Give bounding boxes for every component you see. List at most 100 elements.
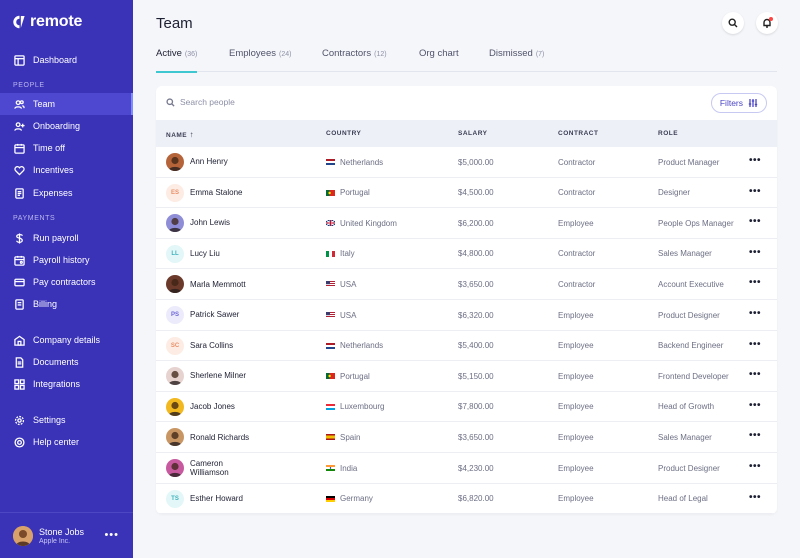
avatar bbox=[166, 153, 184, 171]
us-flag-icon bbox=[326, 312, 335, 318]
contract-cell-text: Employee bbox=[558, 218, 594, 228]
salary-cell: $7,800.00 bbox=[458, 392, 494, 422]
salary-cell-text: $7,800.00 bbox=[458, 402, 494, 412]
table-row[interactable]: SC Sara Collins Netherlands $5,400.00 Employ… bbox=[156, 331, 777, 362]
tab-org-chart[interactable]: Org chart bbox=[419, 48, 459, 72]
table-row[interactable]: LL Lucy Liu Italy $4,800.00 Contractor Sales … bbox=[156, 239, 777, 270]
search-input[interactable] bbox=[180, 97, 340, 107]
row-more-icon[interactable]: ••• bbox=[748, 308, 761, 319]
tab-employees[interactable]: Employees (24) bbox=[229, 48, 291, 72]
table-row[interactable]: John Lewis United Kingdom $6,200.00 Employe… bbox=[156, 208, 777, 239]
sidebar-item-billing[interactable]: Billing bbox=[0, 293, 133, 315]
sidebar-item-integrations[interactable]: Integrations bbox=[0, 373, 133, 395]
row-more-icon[interactable]: ••• bbox=[748, 399, 761, 411]
row-more-icon[interactable]: ••• bbox=[748, 185, 761, 197]
avatar: PS bbox=[166, 306, 184, 324]
gb-flag-icon bbox=[326, 220, 335, 227]
avatar: TS bbox=[166, 489, 184, 508]
row-more-icon[interactable]: ••• bbox=[748, 246, 761, 258]
salary-cell: $3,650.00 bbox=[458, 422, 494, 452]
table-row[interactable]: TS Esther Howard Germany $6,820.00 Employee H… bbox=[156, 484, 777, 514]
role-cell-text: Designer bbox=[658, 188, 691, 198]
avatar bbox=[166, 214, 184, 233]
salary-cell-text: $5,000.00 bbox=[458, 157, 494, 167]
sidebar-item-dashboard[interactable]: Dashboard bbox=[0, 49, 133, 71]
country-cell: India bbox=[326, 453, 357, 483]
role-cell-text: Account Executive bbox=[658, 279, 724, 289]
tab-active[interactable]: Active (36) bbox=[156, 48, 198, 73]
user-more-icon[interactable]: ••• bbox=[104, 529, 119, 541]
salary-cell: $5,400.00 bbox=[458, 331, 494, 361]
role-cell: Sales Manager bbox=[658, 422, 712, 452]
user-profile[interactable]: Stone Jobs Apple Inc. ••• bbox=[0, 512, 133, 558]
notifications-button[interactable] bbox=[756, 12, 778, 34]
row-more-icon[interactable]: ••• bbox=[748, 491, 761, 503]
tab-count: (12) bbox=[374, 51, 387, 58]
column-contract-header[interactable]: CONTRACT bbox=[558, 130, 599, 137]
sidebar-item-settings[interactable]: Settings bbox=[0, 409, 133, 431]
remote-logo-icon bbox=[13, 15, 25, 29]
nl-flag-icon bbox=[326, 342, 335, 349]
sidebar-item-incentives[interactable]: Incentives bbox=[0, 159, 133, 181]
person-name: Cameron Williamson bbox=[190, 453, 250, 483]
contract-cell-text: Employee bbox=[558, 310, 594, 320]
sidebar-item-documents[interactable]: Documents bbox=[0, 351, 133, 373]
table-row[interactable]: Ann Henry Netherlands $5,000.00 Contractor P… bbox=[156, 147, 777, 178]
sidebar-item-team[interactable]: Team bbox=[0, 93, 133, 115]
tab-contractors[interactable]: Contractors (12) bbox=[322, 48, 387, 72]
it-flag-icon bbox=[326, 250, 335, 257]
filters-button[interactable]: Filters bbox=[710, 93, 767, 113]
sidebar-item-pay-contractors[interactable]: Pay contractors bbox=[0, 271, 133, 293]
column-role-header[interactable]: ROLE bbox=[658, 130, 679, 137]
search-icon bbox=[728, 18, 738, 28]
column-name-header[interactable]: NAME ↑ bbox=[166, 130, 194, 139]
country-cell-text: Netherlands bbox=[340, 157, 384, 167]
country-cell: Portugal bbox=[326, 178, 370, 208]
filters-label: Filters bbox=[719, 98, 743, 108]
tab-dismissed[interactable]: Dismissed (7) bbox=[489, 48, 544, 72]
row-more-icon[interactable]: ••• bbox=[748, 430, 761, 442]
layout-icon bbox=[13, 54, 25, 66]
contract-cell: Contractor bbox=[558, 269, 595, 299]
row-more-icon[interactable]: ••• bbox=[748, 461, 761, 472]
sidebar-item-expenses[interactable]: Expenses bbox=[0, 182, 133, 204]
table-row[interactable]: Marla Memmott USA $3,650.00 Contractor Accou… bbox=[156, 269, 777, 300]
search-icon bbox=[166, 97, 175, 107]
table-row[interactable]: PS Patrick Sawer USA $6,320.00 Employee Produ… bbox=[156, 300, 777, 331]
contract-cell: Contractor bbox=[558, 178, 595, 208]
role-cell-text: Product Designer bbox=[658, 463, 720, 473]
sidebar-item-run-payroll[interactable]: Run payroll bbox=[0, 227, 133, 249]
table-row[interactable]: Jacob Jones Luxembourg $7,800.00 Employee He… bbox=[156, 392, 777, 423]
sidebar-item-label: Documents bbox=[33, 357, 79, 367]
table-row[interactable]: Ronald Richards Spain $3,650.00 Employee Sal… bbox=[156, 422, 777, 453]
users-icon bbox=[13, 98, 25, 110]
column-salary-header[interactable]: SALARY bbox=[458, 130, 488, 137]
row-more-icon[interactable]: ••• bbox=[748, 155, 761, 166]
sidebar-item-time-off[interactable]: Time off bbox=[0, 137, 133, 159]
sidebar-item-onboarding[interactable]: Onboarding bbox=[0, 115, 133, 137]
contract-cell-text: Contractor bbox=[558, 157, 596, 167]
arrow-up-icon: ↑ bbox=[189, 130, 194, 139]
role-cell: Product Designer bbox=[658, 453, 720, 483]
country-cell-text: India bbox=[340, 463, 358, 473]
column-country-header[interactable]: COUNTRY bbox=[326, 130, 362, 137]
salary-cell: $5,150.00 bbox=[458, 361, 494, 391]
role-cell-text: Product Manager bbox=[658, 157, 720, 167]
country-cell: United Kingdom bbox=[326, 208, 397, 238]
row-more-icon[interactable]: ••• bbox=[748, 338, 761, 350]
role-cell-text: Head of Growth bbox=[658, 402, 715, 412]
bell-icon bbox=[763, 18, 771, 28]
sidebar-item-company-details[interactable]: Company details bbox=[0, 329, 133, 351]
brand-logo[interactable]: remote bbox=[13, 13, 82, 31]
table-row[interactable]: Sherlene Milner Portugal $5,150.00 Employee… bbox=[156, 361, 777, 392]
table-row[interactable]: Cameron Williamson India $4,230.00 Employee… bbox=[156, 453, 777, 484]
table-row[interactable]: ES Emma Stalone Portugal $4,500.00 Contracto… bbox=[156, 178, 777, 209]
row-more-icon[interactable]: ••• bbox=[748, 216, 761, 228]
row-more-icon[interactable]: ••• bbox=[748, 277, 761, 289]
sidebar-item-payroll-history[interactable]: Payroll history bbox=[0, 249, 133, 271]
sidebar-item-help-center[interactable]: Help center bbox=[0, 431, 133, 453]
row-more-icon[interactable]: ••• bbox=[748, 369, 761, 381]
country-cell-text: United Kingdom bbox=[340, 218, 397, 228]
sidebar-section-payments: PAYMENTS bbox=[13, 215, 56, 222]
search-button[interactable] bbox=[722, 12, 744, 34]
